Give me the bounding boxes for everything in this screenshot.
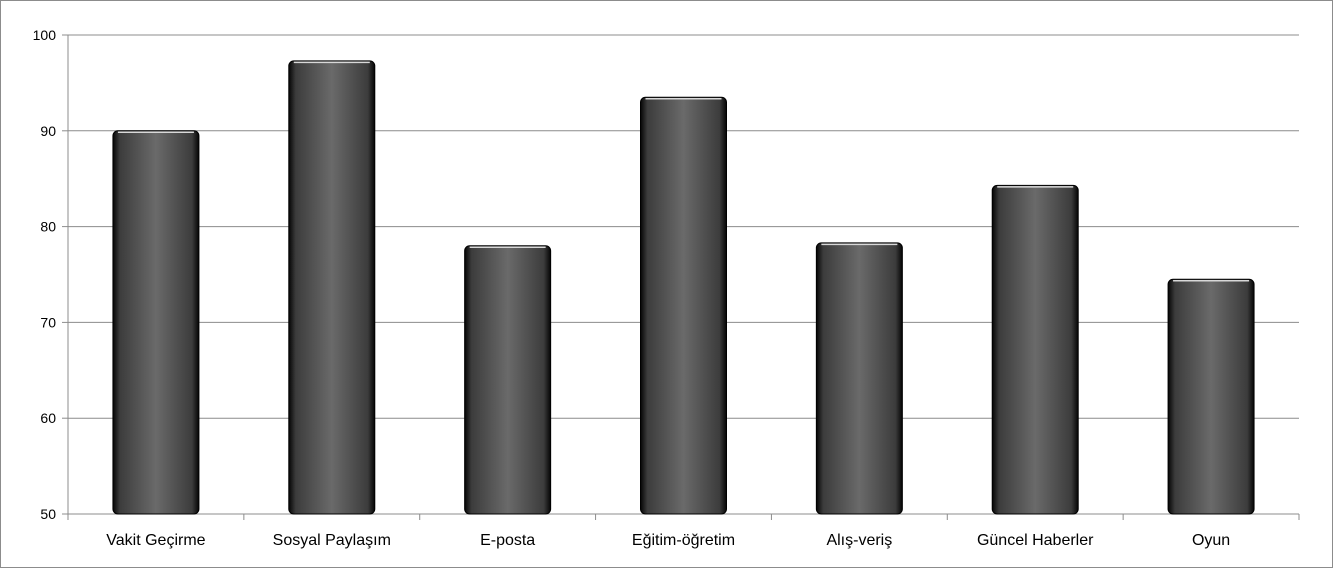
x-tick-label: Eğitim-öğretim — [632, 532, 735, 549]
bar — [1167, 278, 1255, 515]
x-tick-label: Güncel Haberler — [977, 532, 1094, 549]
bar — [464, 245, 552, 515]
bar — [112, 130, 200, 515]
x-tick-labels: Vakit Geçirme Sosyal Paylaşım E-posta Eğiti… — [106, 532, 1230, 549]
bar — [815, 242, 903, 515]
y-tick-label: 90 — [40, 123, 56, 139]
y-tick-label: 100 — [33, 27, 57, 43]
bar — [991, 184, 1079, 515]
y-tick-label: 60 — [40, 410, 56, 426]
x-tick-label: Sosyal Paylaşım — [273, 532, 391, 549]
x-tick-label: Oyun — [1192, 532, 1230, 549]
x-tick-label: Alış-veriş — [826, 532, 892, 549]
x-tick-label: Vakit Geçirme — [106, 532, 205, 549]
bar — [640, 96, 727, 515]
y-tick-labels: 50 60 70 80 90 100 — [33, 27, 57, 522]
y-tick-label: 80 — [40, 219, 56, 235]
bars — [112, 60, 1255, 515]
y-tick-label: 50 — [40, 506, 56, 522]
y-tick-label: 70 — [40, 314, 56, 330]
bar — [288, 60, 376, 515]
x-tick-label: E-posta — [480, 532, 535, 549]
